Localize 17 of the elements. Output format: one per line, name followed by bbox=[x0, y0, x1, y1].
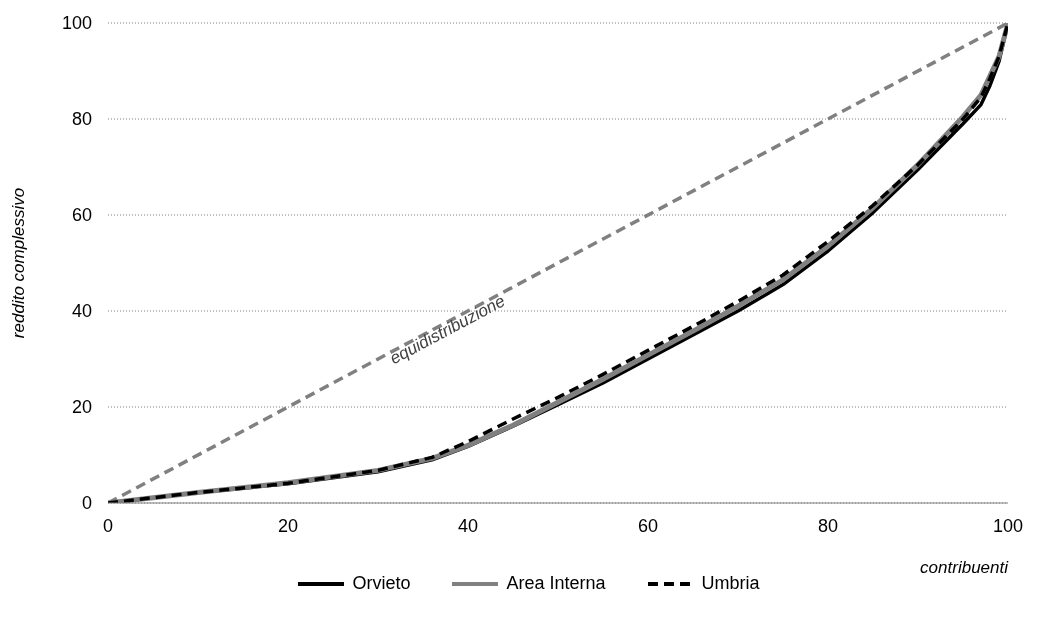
y-tick-label: 20 bbox=[71, 397, 92, 418]
x-tick-label: 60 bbox=[637, 515, 659, 536]
x-tick-label: 80 bbox=[817, 515, 839, 536]
legend-label: Umbria bbox=[701, 573, 760, 594]
y-tick-label: 0 bbox=[81, 493, 92, 514]
y-tick-label: 80 bbox=[71, 109, 92, 130]
legend-label: Orvieto bbox=[352, 573, 411, 594]
y-tick-label: 60 bbox=[71, 205, 92, 226]
x-tick-label: 20 bbox=[277, 515, 299, 536]
legend-label: Area Interna bbox=[506, 573, 606, 594]
y-tick-label: 100 bbox=[61, 13, 92, 34]
x-tick-label: 0 bbox=[102, 515, 114, 536]
y-axis-title: reddito complessivo bbox=[9, 187, 29, 339]
x-axis-title: contribuenti bbox=[920, 558, 1010, 577]
x-tick-label: 100 bbox=[992, 515, 1024, 536]
x-tick-label: 40 bbox=[457, 515, 479, 536]
y-tick-label: 40 bbox=[71, 301, 92, 322]
